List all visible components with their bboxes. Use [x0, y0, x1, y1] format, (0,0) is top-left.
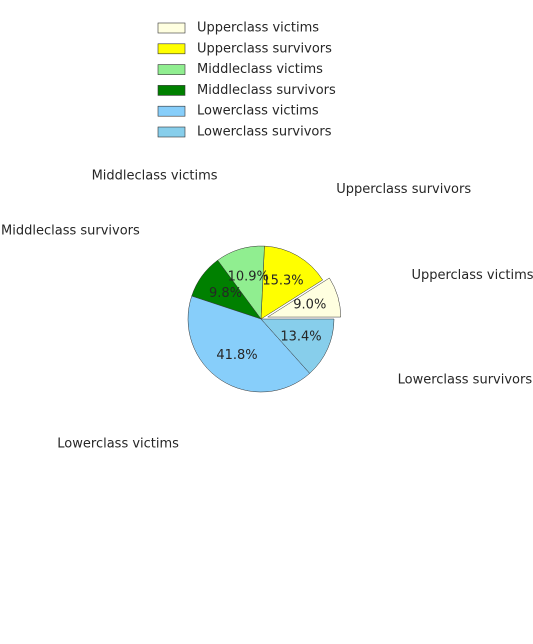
pie-percent-label-middleclass-victims: 10.9%	[228, 270, 269, 285]
pie-outer-label-lowerclass-survivors: Lowerclass survivors	[398, 373, 533, 388]
pie-outer-labels: Upperclass victims Upperclass survivors Mi…	[1, 168, 533, 451]
legend: Upperclass victims Upperclass survivors Mi…	[157, 21, 336, 140]
legend-swatch-upperclass-victims	[157, 22, 186, 34]
legend-swatch-upperclass-survivors	[157, 43, 186, 55]
legend-label-lowerclass-victims: Lowerclass victims	[197, 104, 319, 119]
legend-swatch-lowerclass-survivors	[157, 126, 186, 138]
pie-percent-label-lowerclass-victims: 41.8%	[216, 348, 257, 363]
pie-outer-label-lowerclass-victims: Lowerclass victims	[57, 437, 179, 452]
pie-slice-lowerclass-survivors	[260, 318, 335, 374]
pie-percent-label-middleclass-survivors: 9.8%	[209, 286, 242, 301]
pie-slices	[187, 245, 341, 393]
pie-percent-label-upperclass-survivors: 15.3%	[262, 274, 303, 289]
legend-label-middleclass-survivors: Middleclass survivors	[197, 83, 336, 98]
legend-label-middleclass-victims: Middleclass victims	[197, 62, 323, 77]
legend-label-lowerclass-survivors: Lowerclass survivors	[197, 125, 332, 140]
pie-outer-label-middleclass-survivors: Middleclass survivors	[1, 224, 140, 239]
pie-outer-label-middleclass-victims: Middleclass victims	[92, 168, 218, 183]
pie-percent-label-upperclass-victims: 9.0%	[293, 297, 326, 312]
pie-slice-upperclass-survivors	[260, 245, 324, 320]
legend-swatch-middleclass-survivors	[157, 85, 186, 96]
legend-label-upperclass-victims: Upperclass victims	[197, 21, 319, 36]
legend-swatch-lowerclass-victims	[157, 105, 186, 117]
pie-outer-label-upperclass-survivors: Upperclass survivors	[336, 182, 471, 197]
legend-swatch-middleclass-victims	[157, 64, 186, 75]
legend-label-upperclass-survivors: Upperclass survivors	[197, 41, 332, 56]
pie-percent-labels: 9.0% 15.3%10.9%9.8% 41.8% 13.4%	[209, 270, 326, 364]
pie-slice-lowerclass-victims	[187, 295, 311, 393]
pie-outer-label-upperclass-victims: Upperclass victims	[411, 268, 533, 283]
pie-slice-upperclass-victims	[266, 277, 341, 318]
pie-percent-label-lowerclass-survivors: 13.4%	[280, 329, 321, 344]
